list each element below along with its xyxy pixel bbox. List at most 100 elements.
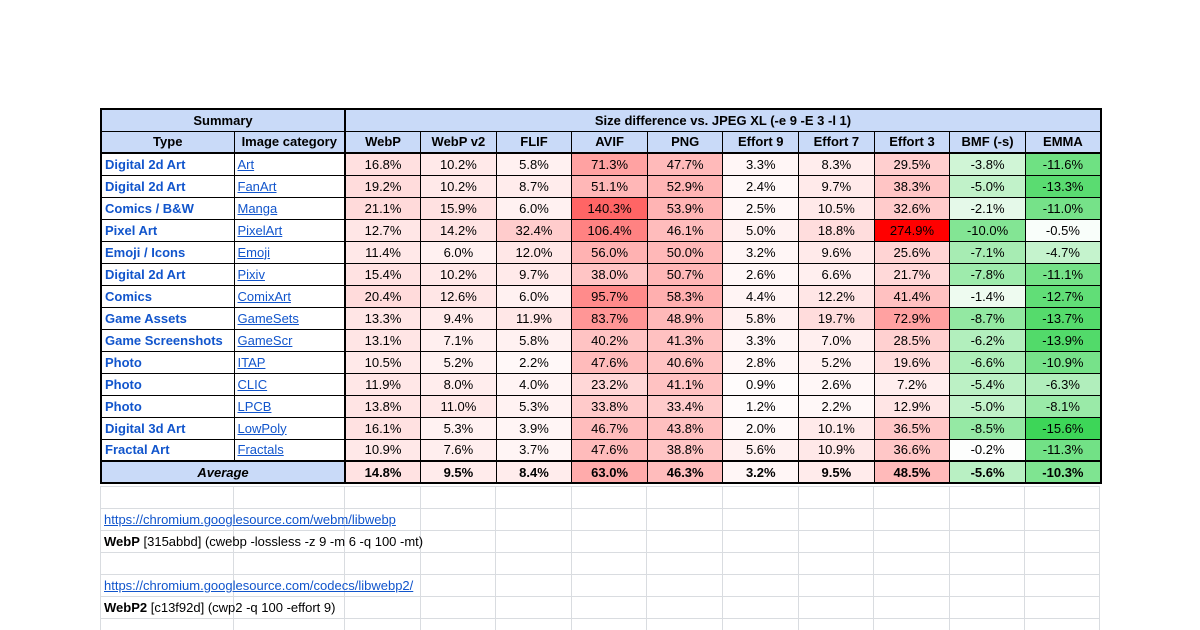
value-cell: 50.7% <box>646 262 724 286</box>
average-row: Average 14.8% 9.5% 8.4% 63.0% 46.3% 3.2% 9.5% 48… <box>100 460 1102 484</box>
value-cell: -13.3% <box>1024 174 1102 198</box>
category-link-pixiv[interactable]: Pixiv <box>237 266 265 282</box>
average-value-cell: 3.2% <box>722 460 800 484</box>
value-cell: 53.9% <box>646 196 724 220</box>
category-link-fractals[interactable]: Fractals <box>237 442 284 458</box>
webp-build-detail: [315abbd] (cwebp -lossless -z 9 -m 6 -q … <box>139 534 424 549</box>
value-cell: 16.8% <box>344 152 422 176</box>
webp2-label: WebP2 <box>104 600 148 615</box>
category-link-clic[interactable]: CLIC <box>237 376 268 392</box>
libwebp2-source-link[interactable]: https://chromium.googlesource.com/codecs… <box>104 578 414 593</box>
category-cell: LowPoly <box>233 416 346 440</box>
value-cell: 40.2% <box>571 328 648 352</box>
group-header-row: Summary Size difference vs. JPEG XL (-e … <box>100 108 1102 132</box>
category-link-itap[interactable]: ITAP <box>237 354 266 370</box>
value-cell: 5.3% <box>495 394 573 418</box>
webp-version-note: WebP [315abbd] (cwebp -lossless -z 9 -m … <box>104 534 423 549</box>
category-cell: FanArt <box>233 174 346 198</box>
value-cell: 5.2% <box>420 350 497 374</box>
value-cell: 3.3% <box>722 328 800 352</box>
type-cell: Photo <box>100 350 235 374</box>
category-cell: Fractals <box>233 438 346 462</box>
value-cell: -6.2% <box>949 328 1026 352</box>
value-cell: 52.9% <box>646 174 724 198</box>
value-cell: -11.1% <box>1024 262 1102 286</box>
value-cell: 2.4% <box>722 174 800 198</box>
value-cell: 9.7% <box>495 262 573 286</box>
value-cell: 19.2% <box>344 174 422 198</box>
value-cell: 3.9% <box>495 416 573 440</box>
value-cell: 25.6% <box>873 240 951 264</box>
category-link-emoji[interactable]: Emoji <box>237 244 271 260</box>
webp2-version-note: WebP2 [c13f92d] (cwp2 -q 100 -effort 9) <box>104 600 335 615</box>
category-link-fanart[interactable]: FanArt <box>237 178 277 194</box>
column-header-effort-7: Effort 7 <box>798 130 875 154</box>
table-row: Comics / B&W Manga 21.1% 15.9% 6.0% 140.3% 53.… <box>100 196 1102 220</box>
value-cell: 4.0% <box>495 372 573 396</box>
category-link-lowpoly[interactable]: LowPoly <box>237 420 287 436</box>
value-cell: -6.3% <box>1024 372 1102 396</box>
value-cell: 10.5% <box>344 350 422 374</box>
value-cell: 19.6% <box>873 350 951 374</box>
value-cell: -12.7% <box>1024 284 1102 308</box>
value-cell: 41.1% <box>646 372 724 396</box>
table-row: Photo CLIC 11.9% 8.0% 4.0% 23.2% 41.1% 0.9% 2.6%… <box>100 372 1102 396</box>
value-cell: 11.0% <box>420 394 497 418</box>
table-row: Digital 2d Art Art 16.8% 10.2% 5.8% 71.3% 47.7… <box>100 152 1102 176</box>
gridline <box>100 486 101 630</box>
value-cell: 71.3% <box>571 152 648 176</box>
type-cell: Photo <box>100 394 235 418</box>
category-link-comixart[interactable]: ComixArt <box>237 288 291 304</box>
column-header-emma: EMMA <box>1024 130 1102 154</box>
average-value-cell: 8.4% <box>495 460 573 484</box>
category-link-art[interactable]: Art <box>237 156 255 172</box>
category-link-pixelart[interactable]: PixelArt <box>237 222 283 238</box>
category-cell: CLIC <box>233 372 346 396</box>
average-value-cell: 63.0% <box>571 460 648 484</box>
value-cell: -5.4% <box>949 372 1026 396</box>
average-value-cell: 9.5% <box>798 460 875 484</box>
category-cell: PixelArt <box>233 218 346 242</box>
value-cell: 12.6% <box>420 284 497 308</box>
libwebp-source-link[interactable]: https://chromium.googlesource.com/webm/l… <box>104 512 396 527</box>
value-cell: 38.3% <box>873 174 951 198</box>
category-cell: GameScr <box>233 328 346 352</box>
category-link-gamesets[interactable]: GameSets <box>237 310 299 326</box>
category-cell: LPCB <box>233 394 346 418</box>
category-cell: Manga <box>233 196 346 220</box>
value-cell: 11.4% <box>344 240 422 264</box>
value-cell: 3.2% <box>722 240 800 264</box>
gridline <box>233 486 234 630</box>
category-link-gamescr[interactable]: GameScr <box>237 332 293 348</box>
gridline <box>344 486 345 630</box>
gridline <box>949 486 950 630</box>
value-cell: 32.4% <box>495 218 573 242</box>
value-cell: -2.1% <box>949 196 1026 220</box>
value-cell: 47.6% <box>571 438 648 462</box>
value-cell: -8.7% <box>949 306 1026 330</box>
table-row: Digital 2d Art Pixiv 15.4% 10.2% 9.7% 38.0% 50… <box>100 262 1102 286</box>
size-difference-header: Size difference vs. JPEG XL (-e 9 -E 3 -… <box>344 108 1102 132</box>
value-cell: 46.1% <box>646 218 724 242</box>
column-header-webp-v2: WebP v2 <box>420 130 497 154</box>
category-link-lpcb[interactable]: LPCB <box>237 398 272 414</box>
value-cell: 41.4% <box>873 284 951 308</box>
value-cell: 21.7% <box>873 262 951 286</box>
value-cell: 38.0% <box>571 262 648 286</box>
webp2-build-detail: [c13f92d] (cwp2 -q 100 -effort 9) <box>147 600 336 615</box>
value-cell: -8.5% <box>949 416 1026 440</box>
value-cell: 12.2% <box>798 284 875 308</box>
value-cell: 5.8% <box>722 306 800 330</box>
value-cell: 13.1% <box>344 328 422 352</box>
value-cell: 72.9% <box>873 306 951 330</box>
category-cell: Art <box>233 152 346 176</box>
category-link-manga[interactable]: Manga <box>237 200 278 216</box>
column-header-bmf-s: BMF (-s) <box>949 130 1026 154</box>
value-cell: 2.5% <box>722 196 800 220</box>
gridline <box>1024 486 1025 630</box>
value-cell: 46.7% <box>571 416 648 440</box>
table-row: Fractal Art Fractals 10.9% 7.6% 3.7% 47.6% 38.… <box>100 438 1102 462</box>
table-row: Game Screenshots GameScr 13.1% 7.1% 5.8% 40.2… <box>100 328 1102 352</box>
table-row: Digital 3d Art LowPoly 16.1% 5.3% 3.9% 46.7% 4… <box>100 416 1102 440</box>
average-value-cell: 14.8% <box>344 460 422 484</box>
